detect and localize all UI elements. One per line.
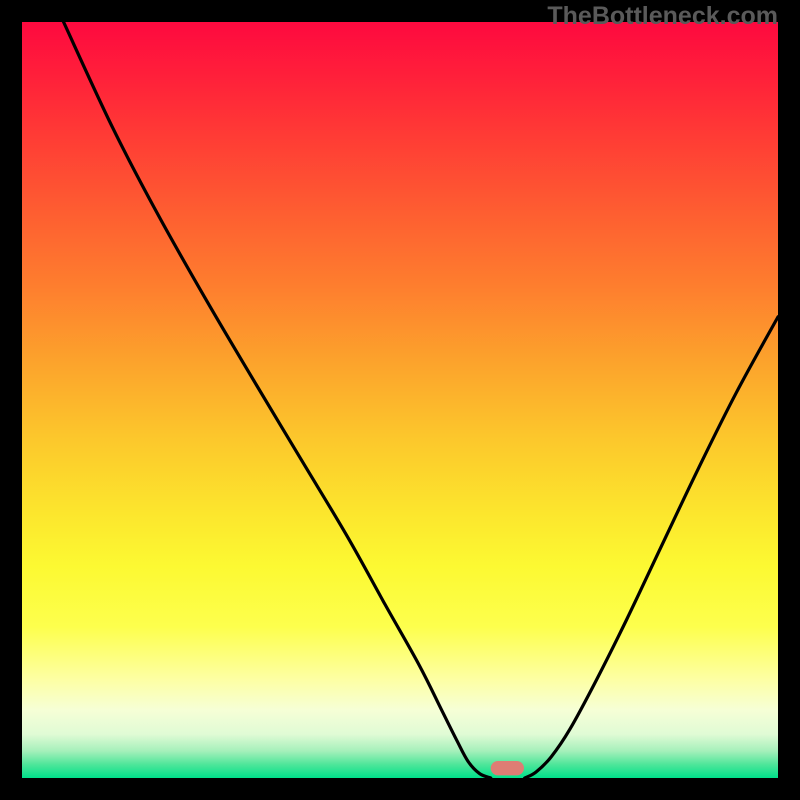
chart-frame: TheBottleneck.com <box>0 0 800 800</box>
watermark-text: TheBottleneck.com <box>547 2 778 31</box>
gradient-background <box>22 22 778 778</box>
bottleneck-chart <box>22 22 778 778</box>
bottleneck-marker <box>491 761 524 775</box>
